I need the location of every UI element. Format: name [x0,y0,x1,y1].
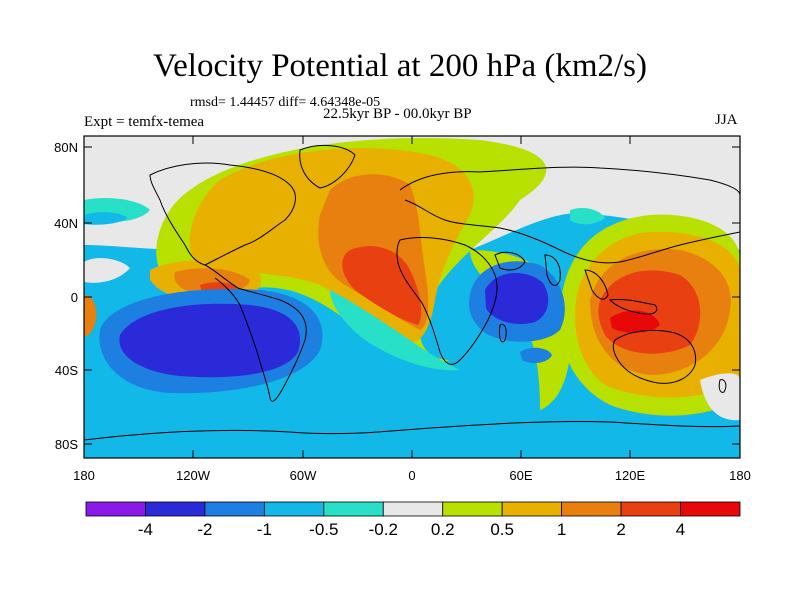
rmsd-diff-stats: rmsd= 1.44457 diff= 4.64348e-05 [190,95,381,110]
lat-label-80s: 80S [54,437,78,452]
colorbar-swatch [382,501,444,517]
colorbar-swatch [204,501,265,517]
colorbar-swatch [442,501,503,517]
colorbar-label: -0.5 [309,520,339,539]
lon-label-0: 0 [408,468,416,483]
colorbar-label: -1 [256,520,272,539]
colorbar-label: -2 [197,520,213,539]
experiment-label: Expt = temfx-temea [84,114,205,130]
colorbar-swatch [561,501,622,517]
lat-label-80n: 80N [54,140,78,155]
colorbar-label: 0.5 [490,520,514,539]
lat-label-0: 0 [70,290,78,305]
lon-label-60e: 60E [509,468,533,483]
lat-label-40s: 40S [54,363,78,378]
colorbar-swatch [323,501,384,517]
colorbar [85,501,741,517]
colorbar-swatch [85,501,146,517]
colorbar-label: -4 [137,520,154,539]
lon-label-60w: 60W [289,468,317,483]
colorbar-label: 1 [556,520,567,539]
axis-ticks [84,136,740,458]
colorbar-label: -0.2 [368,520,398,539]
season-label: JJA [715,112,738,128]
map-title: Velocity Potential at 200 hPa (km2/s) [152,48,648,84]
colorbar-label: 2 [616,520,626,539]
lon-label-120w: 120W [176,468,210,483]
colorbar-label: 4 [675,520,686,539]
colorbar-swatch [501,501,563,517]
lat-label-40n: 40N [54,216,78,231]
colorbar-label: 0.2 [430,520,455,539]
velocity-potential-field [84,136,740,458]
lon-label-120e: 120E [614,468,646,483]
lon-label-180w: 180 [73,468,95,483]
colorbar-swatch [620,501,681,517]
colorbar-swatch [145,501,206,517]
lon-label-180e: 180 [729,468,751,483]
coastlines [84,144,740,441]
period-label: 22.5kyr BP - 00.0kyr BP [323,106,472,122]
colorbar-swatch [680,501,741,517]
colorbar-swatch [263,501,325,517]
